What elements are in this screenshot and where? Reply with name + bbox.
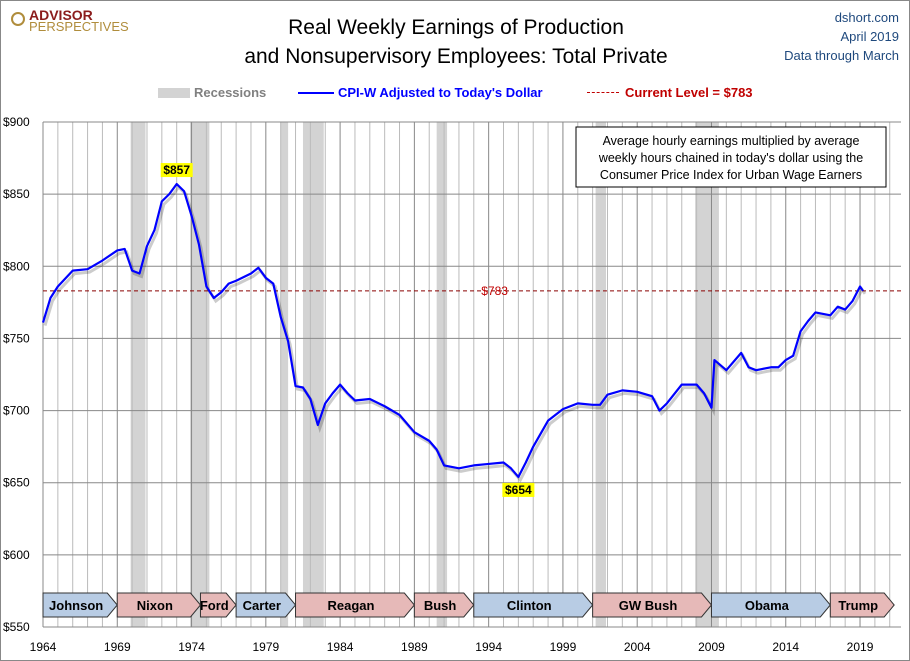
legend-current-swatch bbox=[587, 92, 619, 93]
recession-band bbox=[302, 122, 324, 627]
president-label: Bush bbox=[424, 598, 457, 613]
y-tick-label: $700 bbox=[3, 404, 30, 418]
president-arrow bbox=[295, 592, 416, 618]
president-arrow bbox=[116, 592, 202, 618]
legend-series: CPI-W Adjusted to Today's Dollar bbox=[338, 85, 543, 100]
x-tick-label: 1969 bbox=[104, 640, 131, 654]
annotation-highlight bbox=[160, 163, 193, 178]
logo-line1: ADVISOR bbox=[29, 7, 93, 23]
president-label: Ford bbox=[200, 598, 229, 613]
chart-title: Real Weekly Earnings of Production and N… bbox=[201, 13, 711, 71]
x-tick-label: 2019 bbox=[847, 640, 874, 654]
president-arrow bbox=[473, 592, 594, 618]
y-tick-label: $550 bbox=[3, 620, 30, 634]
note-line: Average hourly earnings multiplied by av… bbox=[603, 134, 860, 148]
recession-band bbox=[695, 122, 719, 627]
source-block: dshort.com April 2019 Data through March bbox=[784, 8, 899, 65]
president-label: Carter bbox=[243, 598, 281, 613]
recession-band bbox=[190, 122, 210, 627]
legend-recessions: Recessions bbox=[194, 85, 267, 100]
x-tick-label: 1989 bbox=[401, 640, 428, 654]
y-tick-label: $650 bbox=[3, 476, 30, 490]
date: April 2019 bbox=[840, 29, 899, 44]
note-line: Consumer Price Index for Urban Wage Earn… bbox=[600, 168, 862, 182]
annotation-highlight bbox=[502, 482, 535, 497]
advisor-perspectives-logo: ADVISOR PERSPECTIVES bbox=[11, 7, 129, 34]
president-arrow bbox=[199, 592, 237, 618]
president-arrow bbox=[235, 592, 297, 618]
x-tick-label: 1974 bbox=[178, 640, 205, 654]
president-arrow bbox=[592, 592, 713, 618]
data-through: Data through March bbox=[784, 48, 899, 63]
president-arrow bbox=[710, 592, 831, 618]
x-tick-label: 1979 bbox=[252, 640, 279, 654]
recession-band bbox=[280, 122, 289, 627]
president-label: Trump bbox=[838, 598, 878, 613]
legend-series-swatch bbox=[298, 92, 334, 94]
compass-icon bbox=[11, 12, 25, 26]
series-line bbox=[41, 182, 864, 479]
president-arrow bbox=[413, 592, 475, 618]
y-tick-label: $600 bbox=[3, 548, 30, 562]
note-line: weekly hours chained in today's dollar u… bbox=[598, 151, 863, 165]
x-tick-label: 1984 bbox=[327, 640, 354, 654]
y-tick-label: $750 bbox=[3, 331, 30, 345]
x-tick-label: 2004 bbox=[624, 640, 651, 654]
source: dshort.com bbox=[834, 10, 899, 25]
recession-band bbox=[595, 122, 607, 627]
legend-current: Current Level = $783 bbox=[625, 85, 753, 100]
legend-recession-swatch bbox=[158, 88, 190, 98]
president-label: Obama bbox=[745, 598, 790, 613]
title-line2: and Nonsupervisory Employees: Total Priv… bbox=[244, 45, 668, 68]
president-arrow bbox=[829, 592, 895, 618]
president-label: Johnson bbox=[49, 598, 103, 613]
x-tick-label: 2014 bbox=[772, 640, 799, 654]
annotation-label: $857 bbox=[163, 163, 190, 177]
president-label: Clinton bbox=[507, 598, 552, 613]
recession-band bbox=[130, 122, 146, 627]
president-label: Reagan bbox=[327, 598, 374, 613]
note-box bbox=[575, 126, 887, 188]
logo-line2: PERSPECTIVES bbox=[29, 19, 129, 34]
president-label: GW Bush bbox=[619, 598, 678, 613]
x-tick-label: 2009 bbox=[698, 640, 725, 654]
recession-band bbox=[436, 122, 448, 627]
x-tick-label: 1999 bbox=[550, 640, 577, 654]
x-tick-label: 1994 bbox=[475, 640, 502, 654]
annotation-label: $654 bbox=[505, 483, 532, 497]
y-tick-label: $850 bbox=[3, 187, 30, 201]
y-tick-label: $900 bbox=[3, 115, 30, 129]
title-line1: Real Weekly Earnings of Production bbox=[288, 16, 624, 39]
x-tick-label: 1964 bbox=[30, 640, 57, 654]
current-level-label: $783 bbox=[481, 284, 508, 298]
president-label: Nixon bbox=[137, 598, 173, 613]
president-arrow bbox=[42, 592, 118, 618]
y-tick-label: $800 bbox=[3, 259, 30, 273]
series-shadow bbox=[43, 184, 867, 483]
